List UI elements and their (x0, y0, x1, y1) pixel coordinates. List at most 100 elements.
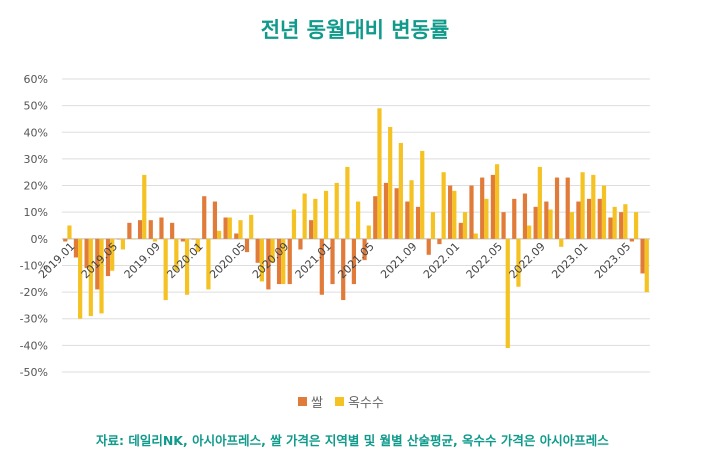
bar-rice (180, 238, 185, 242)
bar-rice (640, 238, 645, 274)
bar-rice (629, 238, 634, 242)
bar-rice (373, 196, 378, 239)
bar-rice (127, 222, 132, 239)
bar-corn (356, 201, 361, 239)
bar-rice (116, 238, 121, 240)
x-tick-label: 2020.05 (207, 240, 248, 281)
bar-rice (341, 238, 346, 301)
bar-rice (501, 212, 506, 239)
bar-rice (362, 238, 367, 261)
bar-corn (238, 220, 243, 239)
bar-rice (544, 201, 549, 239)
bar-rice (448, 185, 453, 239)
bar-rice (405, 201, 410, 239)
bar-corn (398, 142, 403, 239)
bar-rice (137, 220, 143, 239)
bar-rice (234, 233, 239, 239)
bar-corn (601, 185, 607, 239)
bar-corn (270, 238, 275, 263)
source-note: 자료: 데일리NK, 아시아프레스, 쌀 가격은 지역별 및 월별 산술평균, … (96, 433, 609, 448)
bar-corn (612, 206, 617, 239)
bar-rice (480, 177, 485, 239)
bar-corn (291, 209, 297, 239)
grid-lines (62, 78, 650, 373)
legend-item-rice: 쌀 (298, 392, 323, 411)
bar-rice (512, 198, 517, 239)
bar-corn (67, 225, 72, 239)
bar-rice (159, 217, 164, 239)
bar-rice (212, 201, 218, 239)
y-tick-label: 0% (31, 233, 48, 246)
bar-corn (99, 238, 104, 314)
bar-rice (255, 238, 260, 263)
bar-rice (383, 182, 389, 239)
bar-corn (388, 126, 393, 239)
legend-label-rice: 쌀 (311, 396, 323, 411)
bar-corn (580, 172, 585, 239)
bar-rice (458, 222, 463, 239)
bar-corn (537, 166, 542, 239)
bar-corn (377, 108, 382, 239)
bar-rice (95, 238, 100, 290)
bar-rice (309, 220, 314, 239)
legend-item-corn: 옥수수 (334, 392, 384, 411)
bar-rice (202, 196, 207, 239)
bar-rice (437, 238, 442, 245)
y-tick-label: -40% (20, 339, 48, 352)
bar-rice (244, 238, 250, 253)
y-tick-label: -30% (20, 313, 48, 326)
y-tick-label: 40% (24, 126, 48, 139)
bar-rice (576, 201, 581, 239)
y-tick-label: 50% (24, 100, 48, 113)
y-tick-label: -50% (20, 366, 48, 379)
x-tick-label: 2022.05 (464, 240, 505, 281)
bar-rice (394, 188, 399, 239)
bar-corn (131, 238, 136, 240)
bar-corn (313, 198, 318, 239)
bar-corn (559, 238, 564, 247)
bar-rice (565, 177, 570, 239)
bar-corn (409, 180, 414, 239)
bar-corn (227, 217, 232, 239)
bar-corn (548, 209, 553, 239)
bar-corn (473, 233, 478, 239)
y-tick-label: -10% (20, 259, 48, 272)
bar-rice (191, 238, 196, 240)
bar-corn (217, 230, 222, 239)
bar-corn (633, 212, 639, 239)
x-tick-label: 2019.09 (122, 240, 163, 281)
bar-corn (152, 238, 158, 242)
bar-corn (174, 238, 179, 271)
y-axis-tick-labels: 60% 50% 40% 30% 20% 10% 0% -10% -20% -30% -40% -50% (20, 73, 48, 379)
bar-corn (120, 238, 125, 250)
bar-corn (206, 238, 211, 290)
y-tick-label: 60% (24, 73, 48, 86)
bar-rice (223, 217, 228, 239)
bar-corn (195, 238, 200, 253)
bar-corn (110, 238, 115, 271)
bar-rice (148, 220, 153, 239)
chart-title: 전년 동월대비 변동률 (260, 18, 450, 42)
bar-rice (84, 238, 89, 269)
bar-corn (484, 198, 489, 239)
bar-rice (276, 238, 282, 285)
bar-corn (623, 204, 628, 239)
bar-corn (494, 164, 500, 239)
legend-label-corn: 옥수수 (347, 396, 384, 411)
bar-rice (105, 238, 111, 277)
bar-corn (527, 225, 532, 239)
bar-rice (298, 238, 303, 250)
bar-rice (351, 238, 356, 285)
x-tick-label: 2022.09 (507, 240, 548, 281)
bar-corn (441, 172, 446, 239)
bar-corn (462, 212, 468, 239)
bar-corn (366, 225, 371, 239)
bar-rice (619, 212, 624, 239)
bar-rice (63, 238, 68, 242)
x-tick-label: 2021.09 (378, 240, 419, 281)
bar-corn (591, 174, 596, 239)
x-axis-tick-labels: 2019.01 2019.05 2019.09 2020.01 2020.05 2020.… (36, 240, 633, 281)
x-tick-label: 2023.05 (592, 240, 633, 281)
legend: 쌀 옥수수 (298, 392, 384, 411)
